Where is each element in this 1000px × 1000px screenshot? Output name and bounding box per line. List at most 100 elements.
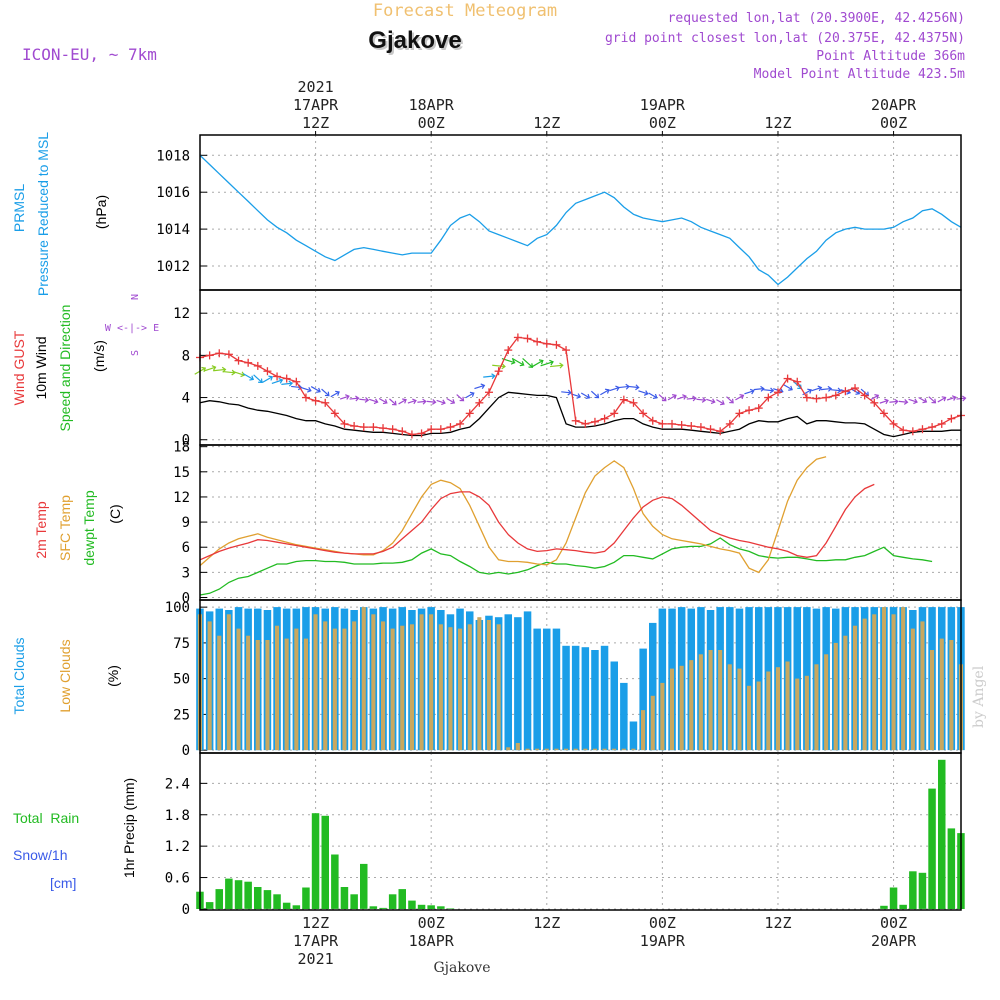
wind-direction-arrow (310, 386, 321, 393)
y-tick-label: 0 (182, 433, 190, 449)
y-tick-label: 3 (182, 565, 190, 581)
total-clouds-bar (629, 721, 638, 751)
info-requested: requested lon,lat (20.3900E, 42.4256N) (668, 11, 965, 26)
gust-marker (427, 425, 436, 434)
gust-marker (725, 419, 734, 428)
location-title-shadow: Gjakove (370, 29, 463, 56)
wind-direction-arrow (203, 365, 217, 372)
gust-marker (542, 339, 551, 348)
low-clouds-bar (217, 635, 222, 751)
wind-direction-arrow (271, 377, 284, 384)
y-tick-label: 12 (173, 306, 190, 322)
wind-direction-arrow (638, 390, 649, 396)
gust-marker (668, 419, 677, 428)
low-clouds-bar (390, 628, 395, 751)
gust-marker (629, 398, 638, 407)
low-clouds-bar (756, 681, 761, 751)
pressure-unit-label: (hPa) (93, 195, 109, 229)
low-clouds-bar (727, 664, 732, 751)
low-clouds-bar (939, 638, 944, 751)
gust-marker (388, 425, 397, 434)
low-clouds-bar (573, 748, 578, 751)
gust-marker (754, 404, 763, 413)
wind-unit-label: (m/s) (91, 340, 107, 372)
info-altitude: Point Altitude 366m (816, 49, 965, 64)
wind-direction-arrow (561, 389, 572, 396)
y-tick-label: 18 (173, 440, 190, 456)
time-axis-label: 12Z (302, 914, 329, 932)
gust-marker (350, 422, 359, 431)
location-title: Gjakove (368, 27, 461, 54)
wind-direction-arrow (398, 398, 407, 405)
y-tick-label: 25 (173, 707, 190, 723)
time-axis-label: 17APR (293, 96, 339, 114)
gust-marker (889, 419, 898, 428)
gust-marker (292, 377, 301, 386)
temp2m-series-line (199, 483, 875, 561)
wind-direction-arrow (753, 385, 765, 392)
time-axis-label: 19APR (640, 932, 686, 950)
rain-bar (215, 889, 223, 909)
info-model-altitude: Model Point Altitude 423.5m (754, 67, 965, 82)
gust-marker (244, 358, 253, 367)
y-tick-label: 0 (182, 590, 190, 606)
gust-line (199, 336, 962, 436)
info-gridpoint: grid point closest lon,lat (20.375E, 42.… (605, 31, 965, 46)
gust-marker (590, 417, 599, 426)
total-clouds-bar (639, 648, 647, 751)
wind-direction-arrow (946, 395, 957, 401)
wind-direction-arrow (879, 398, 889, 405)
rain-bar (234, 880, 243, 909)
wind-direction-arrow (918, 396, 928, 404)
gust-marker (340, 419, 349, 428)
gust-marker (513, 333, 522, 342)
snow-legend-label: Snow/1h (13, 847, 67, 863)
total-clouds-bar (610, 661, 618, 751)
low-clouds-bar (785, 661, 790, 751)
gust-marker (687, 422, 696, 431)
time-axis-label: 20APR (871, 96, 917, 114)
y-tick-label: 4 (182, 391, 190, 407)
wind-direction-arrow (339, 394, 350, 400)
gust-marker (947, 414, 956, 423)
gust-marker (696, 423, 705, 432)
low-clouds-bar (804, 675, 809, 751)
low-clouds-bar (631, 748, 636, 751)
low-clouds-bar (612, 748, 617, 751)
wind-direction-arrow (667, 394, 677, 401)
gust-marker (321, 398, 330, 407)
low-clouds-bar (265, 640, 270, 751)
gust-marker (224, 350, 233, 359)
wind-direction-arrow (389, 398, 397, 406)
time-axis-label: 19APR (640, 96, 686, 114)
low-clouds-bar (458, 628, 463, 751)
low-clouds-bar (949, 640, 954, 751)
low-clouds-bar (689, 660, 694, 751)
total-clouds-bar (552, 628, 561, 751)
footer-location: Gjakove (434, 960, 491, 976)
pressure-series-line (199, 154, 962, 286)
time-axis-label: 00Z (649, 914, 676, 932)
low-clouds-bar (496, 624, 501, 751)
low-clouds-bar (843, 635, 848, 751)
wind-direction-arrow (262, 375, 274, 383)
rain-bar (398, 889, 406, 909)
total-clouds-bar (543, 628, 551, 751)
gust-marker (745, 406, 754, 415)
low-clouds-bar (535, 748, 540, 751)
low-clouds-bar (236, 628, 241, 751)
gust-marker (484, 388, 493, 397)
low-clouds-bar (342, 628, 347, 751)
low-clouds-bar (901, 607, 906, 751)
total-clouds-bar (504, 614, 512, 751)
wind-axis-label: 10m Wind (33, 336, 49, 399)
wind-direction-arrow (549, 362, 564, 369)
gust-marker (205, 351, 214, 360)
gust-marker (677, 420, 686, 429)
wind-direction-arrow (735, 394, 745, 401)
total-clouds-bar (591, 650, 599, 751)
low-clouds-bar (795, 678, 800, 751)
low-clouds-bar (361, 607, 366, 751)
wind-direction-arrow (300, 386, 312, 393)
